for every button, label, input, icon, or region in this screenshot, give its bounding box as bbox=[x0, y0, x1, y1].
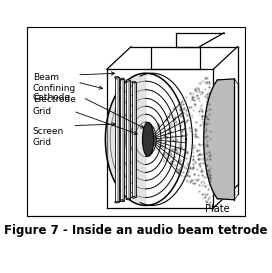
Ellipse shape bbox=[120, 200, 124, 201]
Bar bbox=[120, 79, 124, 201]
Bar bbox=[27, 27, 245, 216]
Ellipse shape bbox=[126, 80, 130, 81]
Text: Screen
Grid: Screen Grid bbox=[33, 127, 64, 147]
Text: Beam
Confining
Electrode: Beam Confining Electrode bbox=[33, 73, 76, 104]
Ellipse shape bbox=[143, 122, 154, 156]
Ellipse shape bbox=[120, 78, 124, 80]
Ellipse shape bbox=[115, 76, 119, 78]
Ellipse shape bbox=[132, 81, 136, 83]
Text: Grid: Grid bbox=[33, 106, 52, 115]
Text: Figure 7 - Inside an audio beam tetrode: Figure 7 - Inside an audio beam tetrode bbox=[4, 224, 268, 237]
Text: Plate: Plate bbox=[205, 204, 230, 215]
Bar bbox=[126, 81, 130, 199]
Polygon shape bbox=[204, 80, 234, 199]
Text: Cathode: Cathode bbox=[33, 93, 71, 102]
Polygon shape bbox=[105, 73, 146, 206]
Bar bbox=[115, 77, 119, 202]
Ellipse shape bbox=[115, 201, 119, 203]
Ellipse shape bbox=[132, 197, 136, 198]
Bar bbox=[132, 82, 136, 197]
Ellipse shape bbox=[126, 198, 130, 200]
